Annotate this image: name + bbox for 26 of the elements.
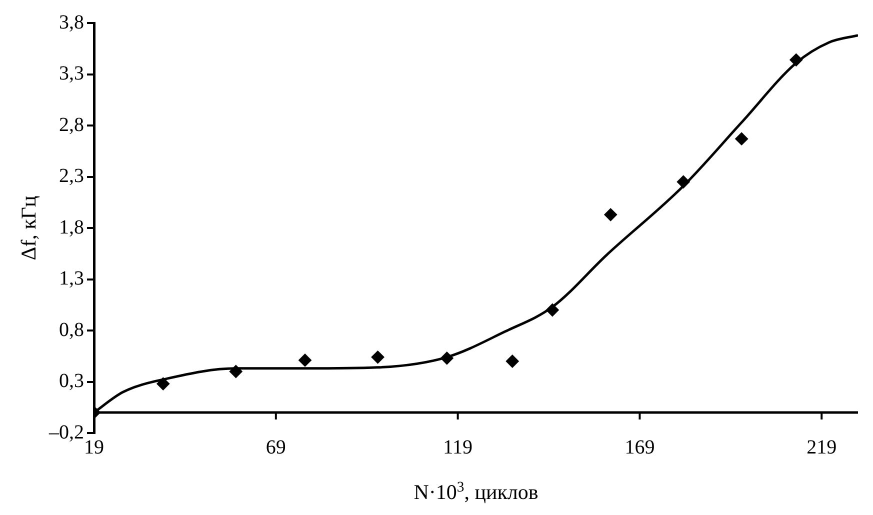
y-tick-label: 0,3 (59, 370, 84, 392)
y-tick-label: 2,3 (59, 165, 84, 187)
point (229, 365, 242, 378)
point (735, 132, 748, 146)
y-tick-label: 1,8 (59, 216, 84, 238)
point (298, 354, 312, 367)
y-tick-label: –0,2 (48, 421, 84, 444)
x-tick-label: 69 (266, 436, 286, 458)
y-tick-label: 0,8 (59, 318, 84, 341)
point (506, 354, 519, 368)
point (156, 377, 170, 390)
x-tick-label: 169 (624, 436, 655, 458)
y-axis-title: Δf, кГц (16, 196, 41, 260)
point (604, 208, 618, 222)
x-tick-label: 219 (806, 436, 837, 458)
y-tick-label: 3,8 (59, 11, 84, 34)
y-tick-label: 3,3 (59, 62, 84, 84)
point (546, 304, 559, 316)
x-tick-label: 119 (443, 436, 472, 458)
point (790, 53, 803, 66)
y-tick-label: 2,8 (59, 114, 84, 136)
y-tick-label: 1,3 (59, 268, 84, 290)
point (676, 175, 690, 188)
point (371, 350, 384, 364)
point (440, 352, 454, 365)
x-tick-label: 19 (84, 436, 104, 458)
